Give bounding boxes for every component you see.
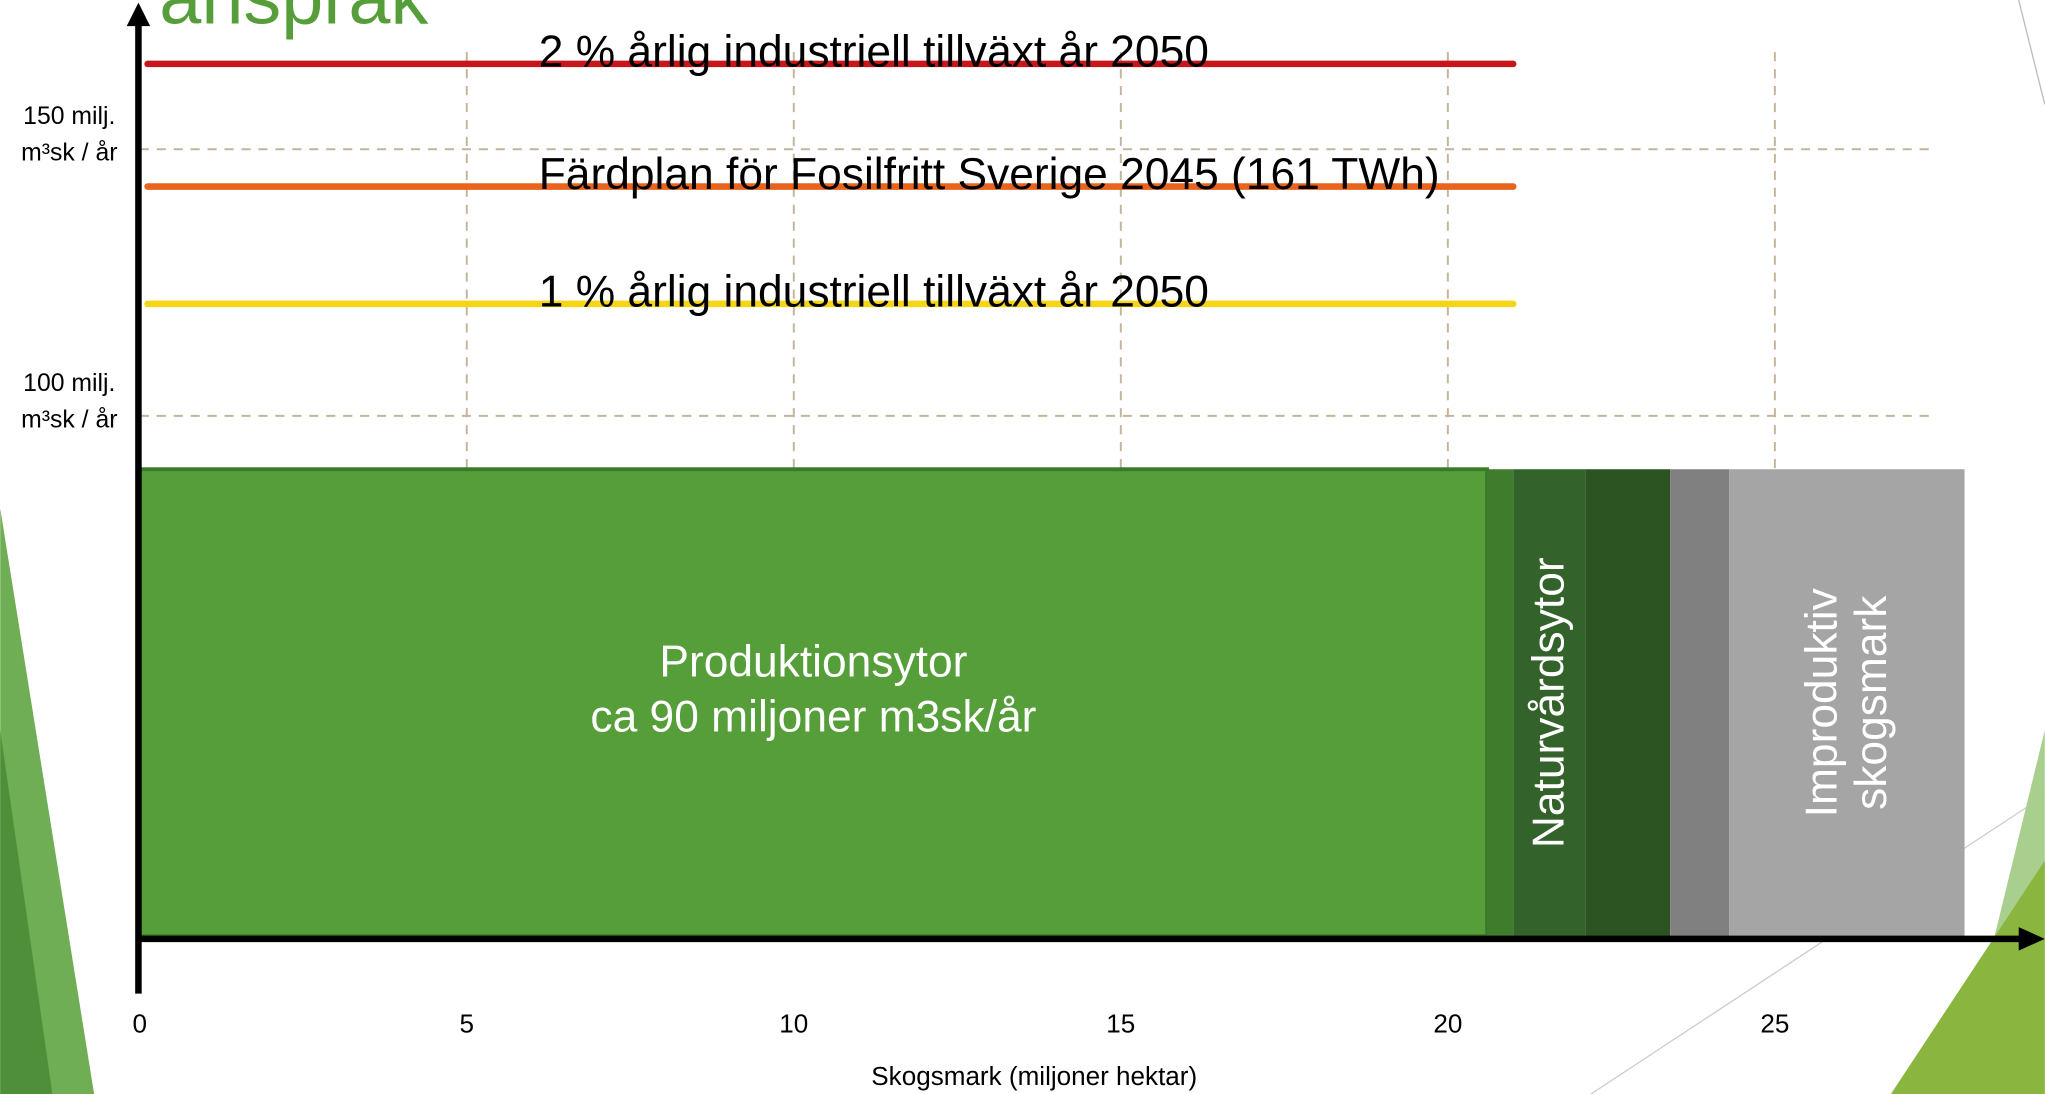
- block-label: Produktionsytor ca 90 miljoner m3sk/år: [422, 624, 1204, 754]
- x-tick-label: 10: [779, 1009, 808, 1039]
- page: anspråk Produktionsytor ca 90 miljoner m…: [0, 0, 2045, 1094]
- y-tick-label-box: 100 milj. m³sk / år: [0, 364, 138, 442]
- x-tick-label: 25: [1760, 1009, 1789, 1039]
- x-tick-label: 20: [1433, 1009, 1462, 1039]
- y-tick-label: 100 milj. m³sk / år: [0, 364, 138, 442]
- area-block: [1585, 469, 1670, 936]
- x-tick-label: 5: [460, 1009, 475, 1039]
- x-tick-label: 0: [132, 1009, 147, 1039]
- y-axis-arrow: [127, 3, 150, 26]
- block-label-box: Improduktiv skogsmark: [1769, 494, 1925, 911]
- level-label: Färdplan för Fosilfritt Sverige 2045 (16…: [539, 150, 1440, 199]
- levels: 2 % årlig industriell tillväxt år 2050 Fä…: [148, 27, 1514, 316]
- area-block: [1670, 469, 1729, 936]
- slide-title: anspråk: [159, 0, 428, 40]
- decor: [2019, 0, 2045, 104]
- level-label: 1 % årlig industriell tillväxt år 2050: [539, 268, 1209, 317]
- block-label: Improduktiv skogsmark: [1769, 494, 1925, 911]
- block-label-box: Produktionsytor ca 90 miljoner m3sk/år: [422, 624, 1204, 754]
- x-axis-label: Skogsmark (miljoner hektar): [871, 1061, 1197, 1091]
- x-tick-label: 15: [1106, 1009, 1135, 1039]
- level-label: 2 % årlig industriell tillväxt år 2050: [539, 27, 1209, 76]
- y-tick-label: 150 milj. m³sk / år: [0, 97, 138, 175]
- chart: anspråk Produktionsytor ca 90 miljoner m…: [0, 0, 2045, 1094]
- y-tick-label-box: 150 milj. m³sk / år: [0, 97, 138, 175]
